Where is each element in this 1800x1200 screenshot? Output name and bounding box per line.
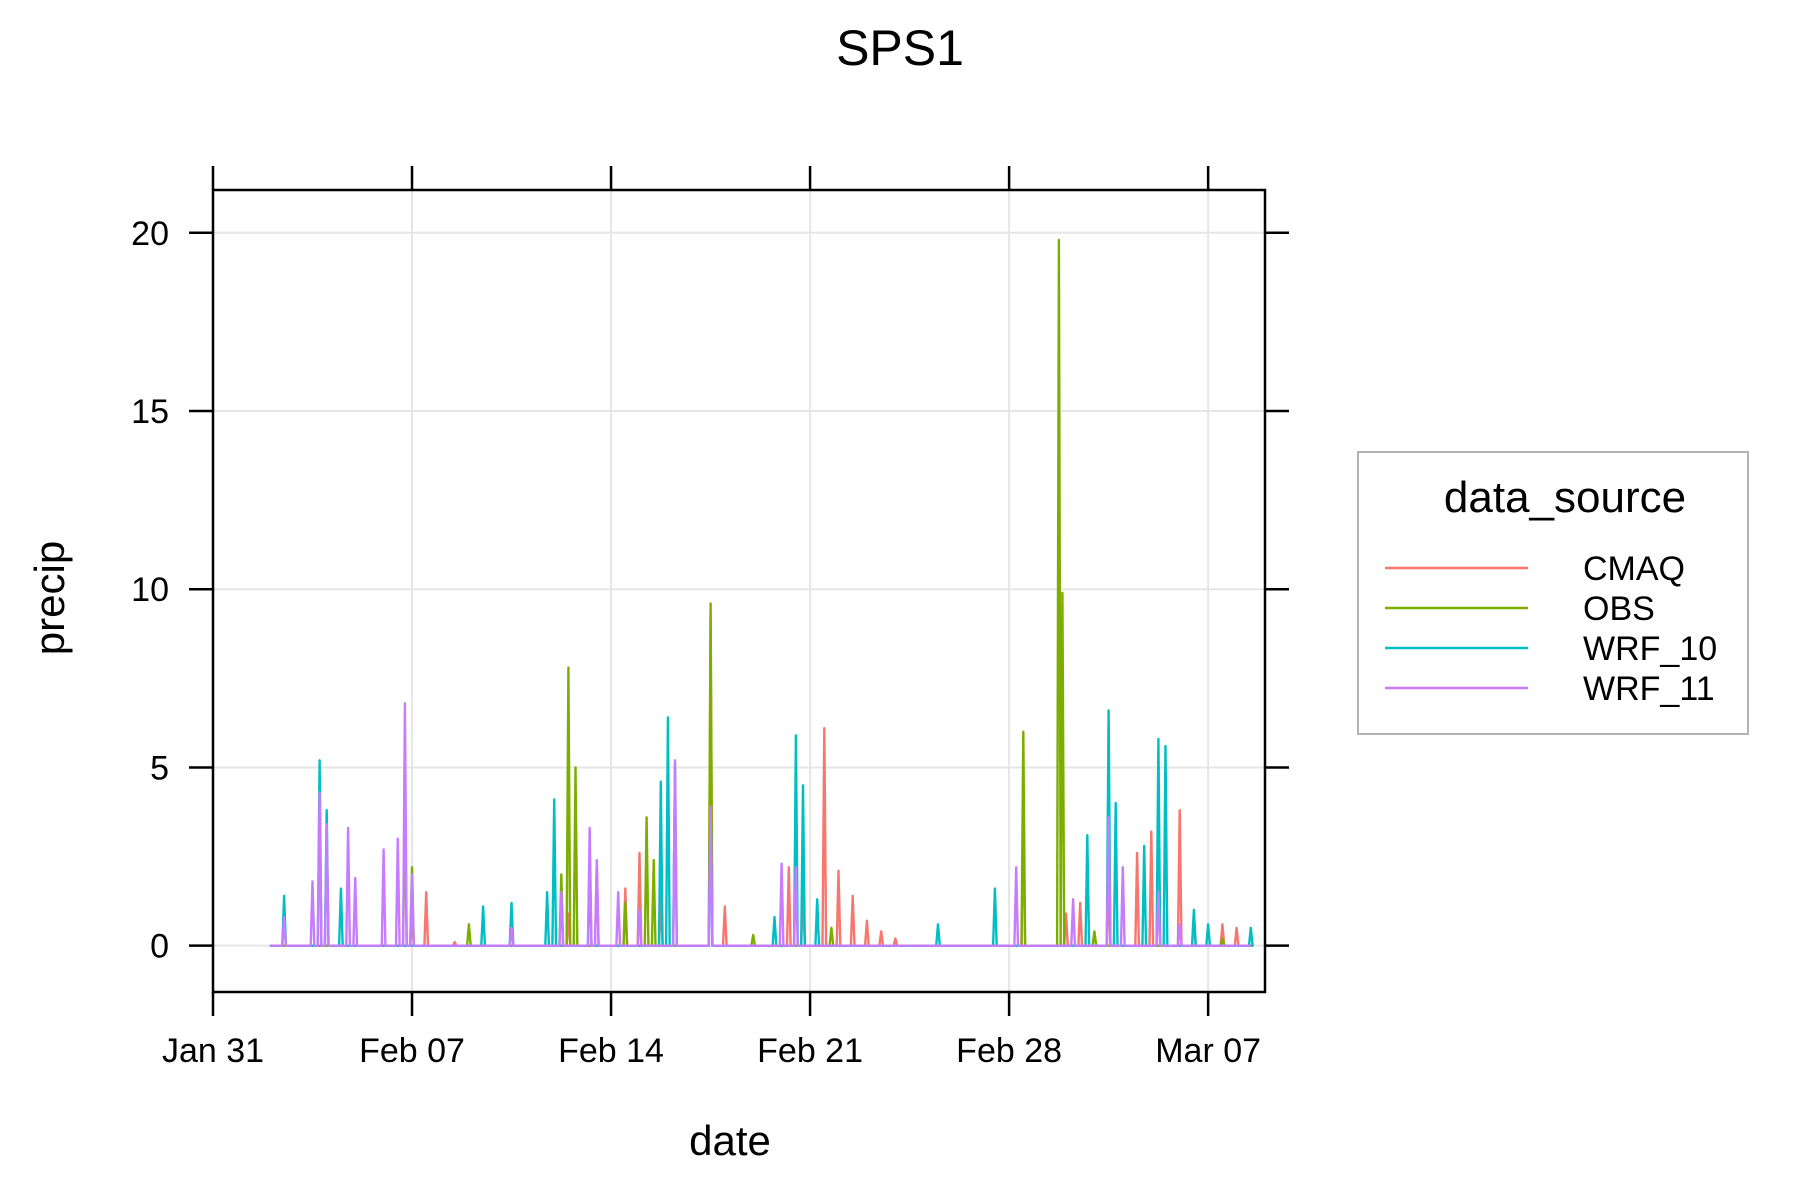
y-tick-label: 0 [150,928,169,966]
legend-label: CMAQ [1583,550,1685,588]
legend-label: OBS [1583,590,1655,628]
x-tick-label: Feb 14 [558,1032,664,1070]
y-axis-label: precip [26,541,73,655]
y-tick-label: 10 [131,571,169,609]
x-axis-label: date [689,1117,771,1164]
axis-ticks: Jan 31 Feb 07 Feb 14 Feb 21 Feb 28 Mar 07 0 5 10… [131,166,1289,1070]
series-line-cmaq [269,616,1251,947]
series-line-obs [269,238,1251,947]
x-tick-label: Feb 28 [956,1032,1062,1070]
x-tick-label: Feb 21 [757,1032,863,1070]
legend-label: WRF_11 [1583,670,1715,708]
x-tick-label: Mar 07 [1155,1032,1261,1070]
chart-title: SPS1 [836,20,964,76]
y-tick-label: 5 [150,749,169,787]
series-lines [269,238,1254,947]
series-line-wrf-10 [269,709,1254,947]
legend-label: WRF_10 [1583,630,1717,668]
series-line-wrf-11 [269,702,1251,947]
plot-frame [211,188,1267,994]
x-tick-label: Feb 07 [359,1032,465,1070]
x-tick-label: Jan 31 [162,1032,264,1070]
legend-title: data_source [1444,473,1686,522]
y-tick-label: 15 [131,393,169,431]
y-tick-label: 20 [131,215,169,253]
